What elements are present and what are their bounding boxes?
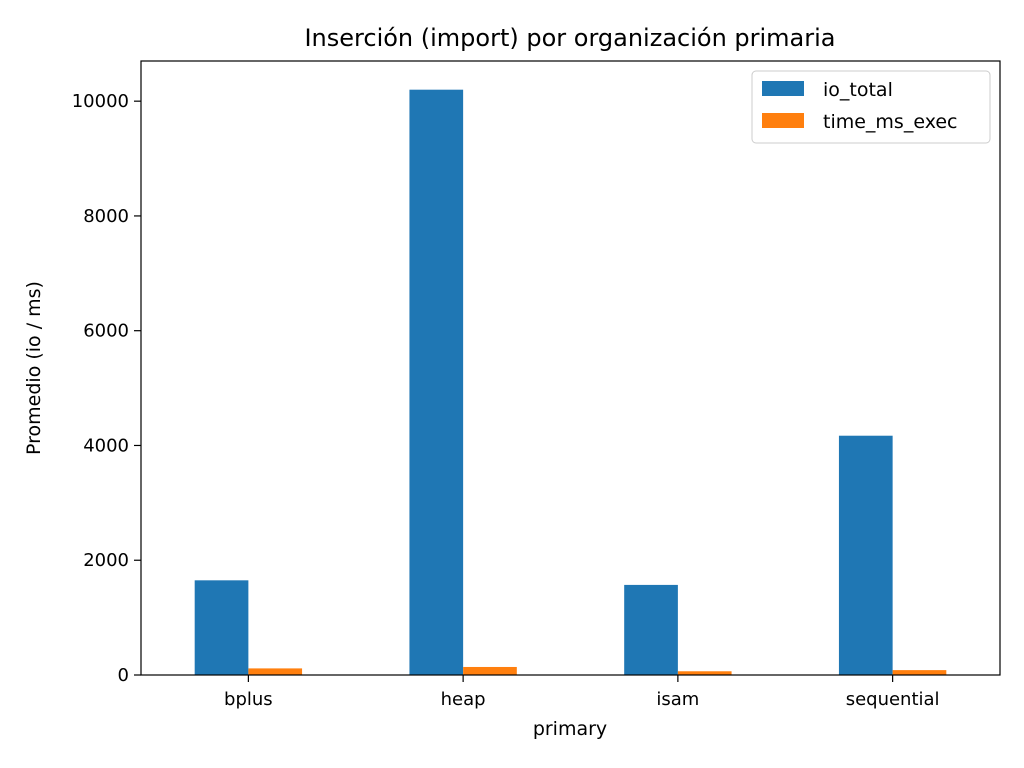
- legend-label-time-ms-exec: time_ms_exec: [823, 111, 957, 133]
- legend-swatch-time-ms-exec: [762, 113, 804, 128]
- legend-box: [751, 70, 991, 144]
- x-axis-ticks: bplus heap isam sequential: [224, 675, 940, 710]
- x-tick-label: isam: [656, 689, 699, 710]
- x-tick-label: heap: [441, 689, 486, 710]
- bar-io-total-isam: [624, 584, 678, 675]
- y-tick-label: 0: [118, 665, 129, 686]
- legend: io_total time_ms_exec: [751, 70, 991, 144]
- x-axis-label: primary: [533, 718, 607, 740]
- y-tick-label: 10000: [72, 91, 129, 112]
- bar-io-total-heap: [409, 89, 464, 675]
- bar-io-total-bplus: [194, 580, 249, 675]
- legend-entries: io_total time_ms_exec: [762, 79, 957, 133]
- bars-group: [194, 89, 947, 675]
- y-axis-ticks: 0 2000 4000 6000 8000 10000: [72, 91, 141, 686]
- y-axis-label: Promedio (io / ms): [23, 281, 45, 455]
- chart-title: Inserción (import) por organización prim…: [304, 24, 835, 52]
- legend-swatch-io-total: [762, 81, 804, 96]
- y-tick-label: 2000: [83, 550, 129, 571]
- plot-frame: [140, 60, 1001, 676]
- x-tick-label: sequential: [846, 689, 940, 710]
- bar-time-ms-exec-sequential: [892, 670, 947, 675]
- bar-time-ms-exec-isam: [677, 671, 732, 675]
- bar-time-ms-exec-heap: [463, 666, 517, 675]
- bar-time-ms-exec-bplus: [248, 668, 303, 675]
- bar-io-total-sequential: [838, 435, 893, 675]
- x-tick-label: bplus: [224, 689, 273, 710]
- y-tick-label: 6000: [83, 321, 129, 342]
- y-tick-label: 8000: [83, 206, 129, 227]
- legend-label-io-total: io_total: [823, 79, 893, 101]
- y-tick-label: 4000: [83, 435, 129, 456]
